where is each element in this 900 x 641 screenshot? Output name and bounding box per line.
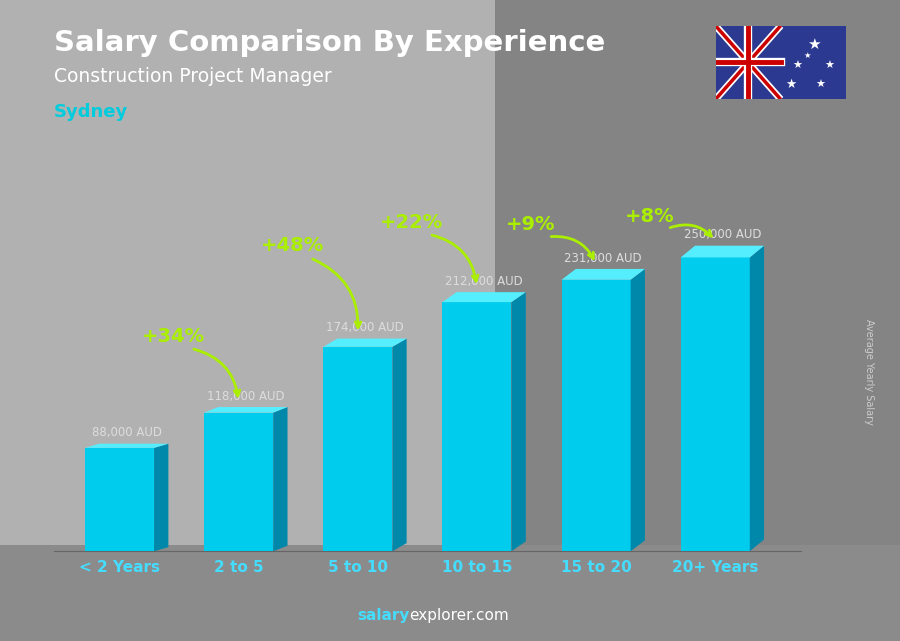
Polygon shape xyxy=(204,407,287,413)
Text: 118,000 AUD: 118,000 AUD xyxy=(207,390,284,403)
Text: 250,000 AUD: 250,000 AUD xyxy=(684,228,761,242)
Polygon shape xyxy=(392,338,407,551)
Text: +22%: +22% xyxy=(380,213,443,231)
Polygon shape xyxy=(85,444,168,448)
Polygon shape xyxy=(750,246,764,551)
Text: 88,000 AUD: 88,000 AUD xyxy=(92,426,162,440)
Bar xyxy=(495,0,900,545)
Bar xyxy=(562,279,631,551)
Text: ★: ★ xyxy=(814,79,825,90)
Text: ★: ★ xyxy=(806,37,820,51)
Text: ★: ★ xyxy=(824,61,834,71)
Bar xyxy=(0,545,900,641)
Text: ★: ★ xyxy=(792,61,802,71)
Text: Average Yearly Salary: Average Yearly Salary xyxy=(863,319,874,425)
Polygon shape xyxy=(323,338,407,347)
Text: ★: ★ xyxy=(785,78,796,91)
Text: salary: salary xyxy=(357,608,410,623)
Text: ★: ★ xyxy=(803,51,811,60)
Text: Construction Project Manager: Construction Project Manager xyxy=(54,67,332,87)
Polygon shape xyxy=(443,292,526,302)
Text: Salary Comparison By Experience: Salary Comparison By Experience xyxy=(54,29,605,57)
Text: +8%: +8% xyxy=(625,207,674,226)
Bar xyxy=(85,448,154,551)
Polygon shape xyxy=(562,269,645,279)
Polygon shape xyxy=(274,407,287,551)
Bar xyxy=(0,0,495,545)
Bar xyxy=(443,302,511,551)
Text: Sydney: Sydney xyxy=(54,103,128,121)
Text: explorer.com: explorer.com xyxy=(410,608,509,623)
Polygon shape xyxy=(631,269,645,551)
Text: 231,000 AUD: 231,000 AUD xyxy=(564,252,642,265)
Polygon shape xyxy=(511,292,526,551)
Polygon shape xyxy=(680,246,764,258)
Text: 174,000 AUD: 174,000 AUD xyxy=(326,321,404,335)
Polygon shape xyxy=(154,444,168,551)
Text: +9%: +9% xyxy=(506,215,555,234)
Bar xyxy=(323,347,392,551)
Bar xyxy=(204,413,274,551)
Text: +48%: +48% xyxy=(261,236,324,255)
Bar xyxy=(680,258,750,551)
Text: 212,000 AUD: 212,000 AUD xyxy=(446,275,523,288)
Text: +34%: +34% xyxy=(141,327,204,345)
